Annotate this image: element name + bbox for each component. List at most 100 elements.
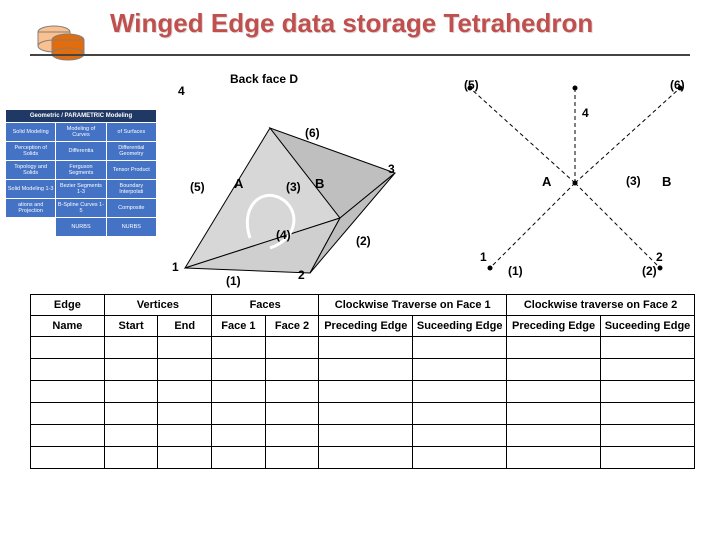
th-faces: Faces <box>212 295 319 316</box>
table-cell <box>319 337 413 359</box>
table-cell <box>104 381 158 403</box>
edge-6: (6) <box>305 126 320 140</box>
table-cell <box>158 403 212 425</box>
table-cell <box>31 381 105 403</box>
table-cell <box>601 403 695 425</box>
sb-cell: Modeling of Curves <box>56 123 105 141</box>
sb-cell: NURBS <box>107 218 156 236</box>
table-cell <box>158 425 212 447</box>
table-cell <box>265 403 319 425</box>
table-body <box>31 337 695 469</box>
table-cell <box>212 447 266 469</box>
table-cell <box>265 425 319 447</box>
th-succeeding2: Suceeding Edge <box>601 316 695 337</box>
table-row <box>31 425 695 447</box>
sidebar-header: Geometric / PARAMETRIC Modeling <box>6 110 156 122</box>
table-cell <box>319 359 413 381</box>
table-row <box>31 403 695 425</box>
table-cell <box>507 381 601 403</box>
sb-cell: Ferguson Segments <box>56 161 105 179</box>
table-cell <box>507 337 601 359</box>
face-B: B <box>662 174 671 189</box>
table-cell <box>265 359 319 381</box>
table-cell <box>265 447 319 469</box>
edge-1: (1) <box>508 264 523 278</box>
table-row <box>31 359 695 381</box>
title-separator <box>30 54 690 56</box>
edge-4: (4) <box>276 228 291 242</box>
th-cw1: Clockwise Traverse on Face 1 <box>319 295 507 316</box>
table-cell <box>212 381 266 403</box>
th-preceding2: Preceding Edge <box>507 316 601 337</box>
sb-cell: B-Spline Curves 1-5 <box>56 199 105 217</box>
table-cell <box>601 425 695 447</box>
sidebar-nav: Geometric / PARAMETRIC Modeling Solid Mo… <box>6 110 156 237</box>
table-row <box>31 447 695 469</box>
table-cell <box>212 359 266 381</box>
vertex-1: 1 <box>172 260 179 274</box>
sb-cell: NURBS <box>56 218 105 236</box>
table-cell <box>319 447 413 469</box>
table-cell <box>158 359 212 381</box>
table-cell <box>413 447 507 469</box>
table-cell <box>104 403 158 425</box>
sb-cell: ations and Projection <box>6 199 55 217</box>
vertex-4: 4 <box>582 106 589 120</box>
table-cell <box>104 337 158 359</box>
table-cell <box>413 359 507 381</box>
table-cell <box>507 447 601 469</box>
th-f1: Face 1 <box>212 316 266 337</box>
sb-cell: Solid Modeling <box>6 123 55 141</box>
table-cell <box>413 403 507 425</box>
table-cell <box>212 337 266 359</box>
edge-1: (1) <box>226 274 241 288</box>
th-preceding: Preceding Edge <box>319 316 413 337</box>
table-cell <box>507 403 601 425</box>
vertex-3: 3 <box>388 162 395 176</box>
vertex-4: 4 <box>178 84 185 98</box>
edge-6: (6) <box>670 78 685 92</box>
sb-cell: Topology and Solids <box>6 161 55 179</box>
table-cell <box>158 381 212 403</box>
face-A: A <box>542 174 551 189</box>
table-cell <box>601 447 695 469</box>
th-vertices: Vertices <box>104 295 211 316</box>
table-cell <box>413 425 507 447</box>
table-cell <box>212 403 266 425</box>
table-cell <box>31 359 105 381</box>
table-cell <box>601 337 695 359</box>
table-cell <box>212 425 266 447</box>
th-succeeding: Suceeding Edge <box>413 316 507 337</box>
table-row <box>31 381 695 403</box>
sb-cell: Differentia <box>56 142 105 160</box>
sb-cell: Boundary Interpolati <box>107 180 156 198</box>
sb-cell: Tensor Product <box>107 161 156 179</box>
table-cell <box>413 381 507 403</box>
th-name: Name <box>31 316 105 337</box>
table-row <box>31 337 695 359</box>
table-cell <box>158 447 212 469</box>
table-cell <box>507 359 601 381</box>
table-cell <box>319 425 413 447</box>
edge-3: (3) <box>286 180 301 194</box>
sb-cell: Bezier Segments 1-3 <box>56 180 105 198</box>
table-cell <box>158 337 212 359</box>
sb-cell: of Surfaces <box>107 123 156 141</box>
face-A: A <box>234 176 243 191</box>
tetrahedron-figure: Back face D 4 1 2 3 (5) (6) (1) (2) (3) … <box>170 78 410 278</box>
th-edge: Edge <box>31 295 105 316</box>
th-end: End <box>158 316 212 337</box>
edge-3: (3) <box>626 174 641 188</box>
vertex-2: 2 <box>298 268 305 282</box>
table-cell <box>265 381 319 403</box>
edge-5: (5) <box>190 180 205 194</box>
table-cell <box>31 425 105 447</box>
table-cell <box>601 359 695 381</box>
sb-cell: Perception of Solids <box>6 142 55 160</box>
sb-cell: Solid Modeling 1-3 <box>6 180 55 198</box>
table-cell <box>104 447 158 469</box>
vertex-1: 1 <box>480 250 487 264</box>
table-cell <box>319 381 413 403</box>
edge-2: (2) <box>356 234 371 248</box>
edge-2: (2) <box>642 264 657 278</box>
